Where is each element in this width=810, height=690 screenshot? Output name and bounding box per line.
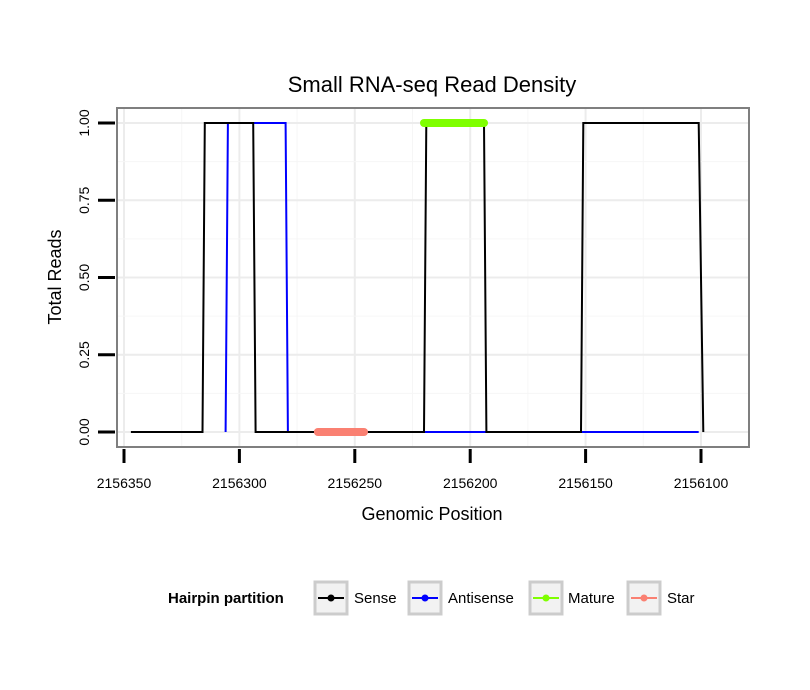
plot-border (116, 107, 750, 448)
legend: Hairpin partition Sense Antisense Mature St… (168, 580, 695, 616)
legend-key-dot (421, 594, 429, 602)
series-line-antisense (224, 122, 699, 433)
x-tick-label: 2156200 (443, 475, 498, 491)
x-tick-label: 2156150 (558, 475, 613, 491)
legend-label-antisense: Antisense (448, 590, 514, 607)
x-tick-label: 2156350 (97, 475, 152, 491)
legend-label-sense: Sense (354, 590, 397, 607)
legend-key-dot (327, 594, 335, 602)
legend-key-dot (640, 594, 648, 602)
legend-title: Hairpin partition (168, 590, 284, 607)
x-tick-label: 2156250 (328, 475, 383, 491)
y-tick-label: 0.75 (76, 186, 92, 213)
series-group (130, 119, 705, 436)
y-axis-label: Total Reads (45, 229, 65, 324)
legend-label-mature: Mature (568, 590, 615, 607)
chart-title: Small RNA-seq Read Density (288, 72, 577, 97)
y-axis: 0.00 0.25 0.50 0.75 1.00 (76, 109, 115, 446)
legend-label-star: Star (667, 590, 695, 607)
y-tick-label: 0.50 (76, 264, 92, 291)
x-tick-label: 2156300 (212, 475, 267, 491)
x-axis: 2156350 2156300 2156250 2156200 2156150 21561… (97, 449, 729, 491)
y-tick-label: 0.00 (76, 418, 92, 445)
x-axis-label: Genomic Position (361, 504, 502, 524)
x-tick-label: 2156100 (674, 475, 729, 491)
y-tick-label: 1.00 (76, 109, 92, 136)
legend-key-dot (542, 594, 550, 602)
y-tick-label: 0.25 (76, 341, 92, 368)
